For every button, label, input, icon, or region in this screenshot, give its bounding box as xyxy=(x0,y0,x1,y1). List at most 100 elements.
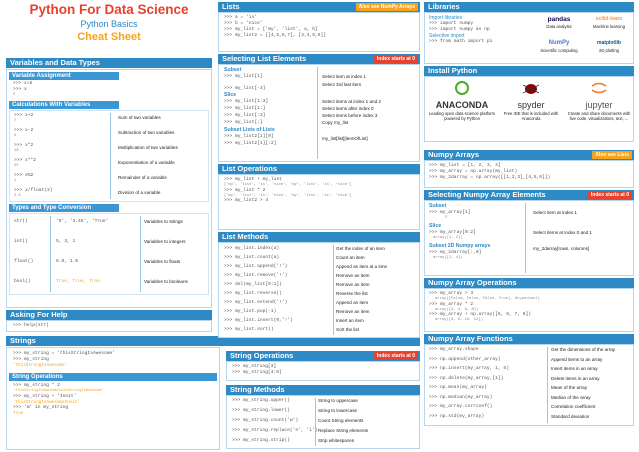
help-section: Asking For Help >>> help(str) xyxy=(6,310,212,332)
lists-header: Lists Also see NumPy Arrays xyxy=(218,2,420,12)
string-ops-section: String Operations Index starts at 0 >>> m… xyxy=(226,351,420,381)
subset-label: Subset xyxy=(224,67,242,73)
numpy-header-label: Numpy Arrays xyxy=(428,150,479,159)
calc-row: >>> x-2 3 Subtraction of two variables xyxy=(14,128,204,143)
output-line: 'thisStringIsAwesomeInnit' xyxy=(13,400,81,405)
output-line: array([1, 2]) xyxy=(433,236,463,240)
numpy-select-header: Selecting Numpy Array Elements Index star… xyxy=(424,190,634,200)
index-badge: Index starts at 0 xyxy=(373,55,418,63)
libraries-header: Libraries xyxy=(424,2,634,12)
fn-desc: Insert items in an array xyxy=(551,366,598,371)
sel-desc: Select items after index 0 xyxy=(322,106,374,111)
string-methods-section: String Methods >>> my_string.upper() Stri… xyxy=(226,385,420,449)
help-header: Asking For Help xyxy=(6,310,212,320)
calc-desc: Subtraction of two variables xyxy=(118,129,175,135)
code-line: >>> my_string[4:9] xyxy=(232,370,282,375)
index-badge: Index starts at 0 xyxy=(373,352,418,360)
pandas-logo: pandas Data analysis xyxy=(535,15,583,29)
meth-desc: String to lowercase xyxy=(318,408,358,413)
lists-header-label: Lists xyxy=(222,2,240,11)
code-line: >>> my_list * 2 xyxy=(224,187,266,193)
cheat-sheet-label: Cheat Sheet xyxy=(77,31,141,43)
code-line: >>> my_string.upper() xyxy=(232,398,290,403)
jupyter-item[interactable]: jupyter Create and share documents with … xyxy=(565,81,633,121)
code-line: >>> my_list.count(a) xyxy=(224,255,280,260)
code-line: >>> my_string = 'thisStringIsAwesome' xyxy=(13,351,115,356)
calc-header: Calculations With Variables xyxy=(9,100,119,109)
spyder-item[interactable]: spyder Free IDE that is included with An… xyxy=(499,81,563,121)
fn-desc: Delete items in an array xyxy=(551,375,600,381)
sel-desc: my_2darray[rows, columns] xyxy=(533,246,590,251)
sel-desc: my_list[list][itemOfList] xyxy=(322,136,368,141)
anaconda-item[interactable]: ANACONDA Leading open data science platf… xyxy=(427,81,497,121)
lists-section: Lists Also see NumPy Arrays >>> a = 'is' … xyxy=(218,2,420,338)
import-label: Import libraries xyxy=(429,15,463,21)
meth-desc: Insert an item xyxy=(336,318,364,323)
code-line: >>> np.delete(my_array,[1]) xyxy=(429,375,504,381)
code-line: >>> help(str) xyxy=(13,323,49,328)
code-line: >>> np.append(other_array) xyxy=(429,356,501,362)
meth-desc: Count an item xyxy=(336,255,365,260)
code-line: >>> np.std(my_array) xyxy=(429,413,485,419)
type-fn: str() xyxy=(14,218,28,224)
sklearn-logo-text: scikit-learn xyxy=(595,16,623,22)
fn-desc: Mean of the array xyxy=(551,385,588,390)
types-list: str() '5', '3.45', 'True' Variables to str… xyxy=(10,214,208,294)
strings-section: Strings >>> my_string = 'thisStringIsAwe… xyxy=(6,336,420,450)
matplotlib-logo: matplotlib 2D plotting xyxy=(585,39,633,53)
fn-desc: Standard deviation xyxy=(551,413,590,419)
list-select-label: Selecting List Elements xyxy=(222,54,307,63)
type-desc: Variables to strings xyxy=(144,218,183,224)
code-line: >>> x/float(2) xyxy=(14,187,53,193)
sublists-label: Subset Lists of Lists xyxy=(224,127,275,133)
install-caption: Free IDE that is included with Anaconda xyxy=(503,111,559,121)
title-block: Python For Data Science Python Basics Ch… xyxy=(6,2,212,54)
subset-label: Subset xyxy=(429,203,447,209)
meth-desc: Count String elements xyxy=(318,418,364,423)
string-ops2-header: String Operations Index starts at 0 xyxy=(226,351,420,361)
anaconda-icon xyxy=(455,81,469,95)
calc-list: >>> x+2 7 Sum of two variables >>> x-2 3 Sub… xyxy=(10,111,208,205)
code-line: >>> del(my_list[0:1]) xyxy=(224,282,282,287)
numpy-functions-header: Numpy Array Functions xyxy=(424,334,634,344)
code-line: >>> my_list.reverse() xyxy=(224,291,282,296)
code-line: >>> my_list.pop(-1) xyxy=(224,309,277,314)
see-numpy-badge: Also see NumPy Arrays xyxy=(355,3,418,11)
fn-desc: Append items to an array xyxy=(551,356,603,362)
type-vals: 5, 3, 1 xyxy=(56,238,76,244)
meth-desc: Sort the list xyxy=(336,327,359,332)
code-line: >>> my_list2 = [[4,5,6,7], [3,4,5,6]] xyxy=(224,33,326,38)
sel-desc: Select items at index 1 and 2 xyxy=(322,99,381,104)
meth-desc: Append an item at a time xyxy=(336,264,388,269)
install-caption: Create and share documents with live cod… xyxy=(567,111,631,121)
code-line: >>> my_list.remove('!') xyxy=(224,273,288,278)
numpy-ops-header: Numpy Array Operations xyxy=(424,278,634,288)
meth-desc: Get the index of an item xyxy=(336,246,385,251)
output-line: array([2, 4, 6, 8]) xyxy=(435,307,479,312)
meth-desc: Replace String elements xyxy=(318,428,369,433)
code-line: >>> my_string.strip() xyxy=(232,438,290,443)
code-line: >>> np.mean(my_array) xyxy=(429,385,487,390)
numpy-logo: NumPy Scientific computing xyxy=(535,39,583,53)
page-subtitle: Python Basics xyxy=(80,19,138,29)
meth-desc: Remove an item xyxy=(336,309,370,314)
meth-desc: String to uppercase xyxy=(318,398,358,403)
code-line: >>> x*2 xyxy=(14,142,34,148)
variables-header: Variables and Data Types xyxy=(6,58,212,68)
code-line: >>> my_list = ['my', 'list', a, b] xyxy=(224,27,318,32)
output-line: 2.5 xyxy=(14,193,21,198)
variables-section: Variables and Data Types Variable Assign… xyxy=(6,58,212,308)
output-line: 'thisStringIsAwesome' xyxy=(13,363,68,368)
install-section: Install Python ANACONDA Leading open dat… xyxy=(424,66,634,142)
output-line: 25 xyxy=(14,163,19,168)
sel-desc: Select item at index 1 xyxy=(322,74,366,79)
code-line: >>> my_array > 3 xyxy=(429,291,474,296)
logo-caption: Data analysis xyxy=(546,24,572,29)
calc-row: >>> x*2 10 Multiplication of two variables xyxy=(14,143,204,158)
logo-caption: Scientific computing xyxy=(540,48,578,53)
type-vals: True, True, True xyxy=(56,278,101,284)
code-line: >>> my_list[:] xyxy=(224,120,263,125)
matplotlib-logo-text: matplotlib xyxy=(597,40,621,46)
install-caption: Leading open data science platform power… xyxy=(428,111,496,121)
output-line: 7 xyxy=(14,118,17,123)
